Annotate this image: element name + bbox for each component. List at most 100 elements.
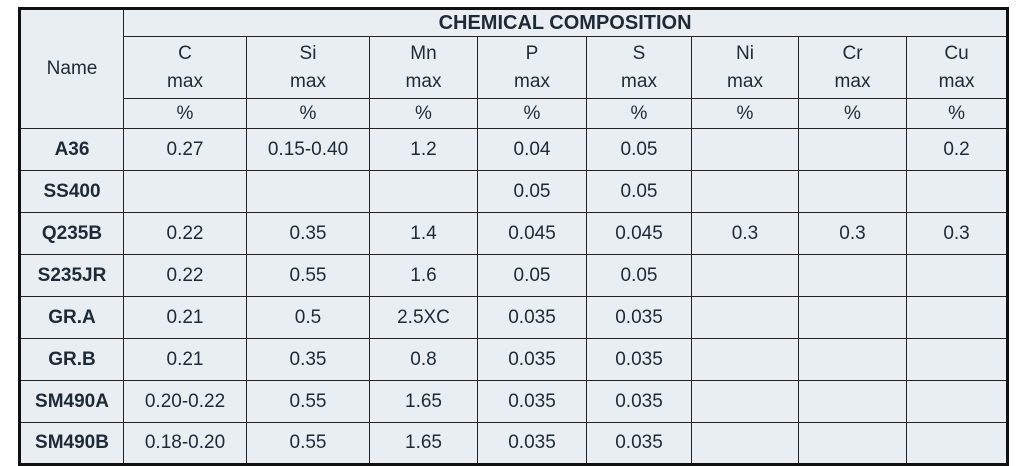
element: Ni bbox=[736, 42, 754, 64]
cell: 0.035 bbox=[477, 296, 587, 339]
unit: % bbox=[369, 98, 478, 129]
limit: max bbox=[834, 70, 871, 92]
cell: 1.4 bbox=[369, 212, 478, 255]
unit: % bbox=[586, 98, 692, 129]
limit: max bbox=[290, 70, 326, 92]
cell: 0.55 bbox=[246, 254, 370, 297]
limit: max bbox=[405, 70, 442, 92]
cell bbox=[123, 170, 247, 213]
cell: 2.5XC bbox=[369, 296, 478, 339]
cell: 1.65 bbox=[369, 422, 478, 465]
cell: 0.55 bbox=[246, 380, 370, 423]
limit: max bbox=[621, 70, 657, 92]
unit: % bbox=[477, 98, 587, 129]
data-row: SM490B 0.18-0.20 0.55 1.65 0.035 0.035 bbox=[19, 422, 1009, 465]
cell: 1.2 bbox=[369, 128, 478, 171]
grade-name: SM490A bbox=[19, 380, 124, 423]
cell: 0.35 bbox=[246, 338, 370, 381]
grade-name: S235JR bbox=[19, 254, 124, 297]
cell bbox=[798, 380, 907, 423]
cell bbox=[246, 170, 370, 213]
data-row: A36 0.27 0.15-0.40 1.2 0.04 0.05 0.2 bbox=[19, 128, 1009, 171]
element: P bbox=[525, 42, 539, 64]
cell: 1.6 bbox=[369, 254, 478, 297]
cell bbox=[798, 338, 907, 381]
cell: 0.04 bbox=[477, 128, 587, 171]
cell bbox=[905, 338, 1009, 381]
grade-name: Q235B bbox=[19, 212, 124, 255]
cell: 0.8 bbox=[369, 338, 478, 381]
unit-row: %%%%%%%% bbox=[20, 98, 1009, 129]
header-row: Name CHEMICAL COMPOSITION bbox=[19, 8, 1009, 129]
cell bbox=[905, 170, 1009, 213]
cell bbox=[905, 380, 1009, 423]
cell bbox=[691, 170, 799, 213]
element-header: Cu max bbox=[905, 36, 1009, 99]
cell: 0.035 bbox=[477, 380, 587, 423]
grade-name: GR.B bbox=[19, 338, 124, 381]
cell bbox=[369, 170, 478, 213]
grade-name: SM490B bbox=[19, 422, 124, 465]
element: Cu bbox=[944, 42, 969, 64]
element: S bbox=[632, 42, 646, 64]
cell bbox=[691, 254, 799, 297]
element: Cr bbox=[842, 42, 863, 64]
cell: 0.05 bbox=[477, 254, 587, 297]
cell: 0.05 bbox=[586, 254, 692, 297]
data-row: Q235B 0.22 0.35 1.4 0.045 0.045 0.3 0.3 0.3 bbox=[19, 212, 1009, 255]
cell: 0.035 bbox=[586, 296, 692, 339]
element: Mn bbox=[410, 42, 437, 64]
element: C bbox=[178, 42, 192, 64]
limit: max bbox=[514, 70, 550, 92]
cell bbox=[905, 422, 1009, 465]
element: Si bbox=[299, 42, 317, 64]
cell: 0.05 bbox=[586, 170, 692, 213]
cell: 0.045 bbox=[586, 212, 692, 255]
element-header: Mn max bbox=[369, 36, 478, 99]
cell: 0.15-0.40 bbox=[246, 128, 370, 171]
cell bbox=[691, 422, 799, 465]
cell: 0.05 bbox=[586, 128, 692, 171]
cell: 0.22 bbox=[123, 254, 247, 297]
grade-name: A36 bbox=[19, 128, 124, 171]
limit: max bbox=[167, 70, 203, 92]
cell: 0.3 bbox=[691, 212, 799, 255]
unit: % bbox=[123, 98, 247, 129]
cell bbox=[691, 338, 799, 381]
cell: 0.18-0.20 bbox=[123, 422, 247, 465]
cell: 0.045 bbox=[477, 212, 587, 255]
cell: 0.21 bbox=[123, 296, 247, 339]
cell: 0.3 bbox=[905, 212, 1009, 255]
element-header: Ni max bbox=[691, 36, 799, 99]
cell bbox=[691, 380, 799, 423]
cell: 0.035 bbox=[586, 338, 692, 381]
element-header: Cr max bbox=[798, 36, 907, 99]
unit: % bbox=[691, 98, 799, 129]
data-row: GR.A 0.21 0.5 2.5XC 0.035 0.035 bbox=[19, 296, 1009, 339]
unit: % bbox=[798, 98, 907, 129]
cell: 0.35 bbox=[246, 212, 370, 255]
table-title: CHEMICAL COMPOSITION bbox=[122, 8, 1009, 37]
data-row: GR.B 0.21 0.35 0.8 0.035 0.035 bbox=[19, 338, 1009, 381]
data-row: SM490A 0.20-0.22 0.55 1.65 0.035 0.035 bbox=[19, 380, 1009, 423]
cell bbox=[905, 254, 1009, 297]
cell: 0.2 bbox=[905, 128, 1009, 171]
cell bbox=[691, 296, 799, 339]
data-row: SS400 0.05 0.05 bbox=[19, 170, 1009, 213]
limit: max bbox=[727, 70, 763, 92]
data-row: S235JR 0.22 0.55 1.6 0.05 0.05 bbox=[19, 254, 1009, 297]
cell: 0.55 bbox=[246, 422, 370, 465]
cell: 0.05 bbox=[477, 170, 587, 213]
cell: 0.035 bbox=[477, 422, 587, 465]
name-header: Name bbox=[19, 8, 124, 129]
cell: 0.035 bbox=[586, 422, 692, 465]
cell: 0.035 bbox=[586, 380, 692, 423]
cell bbox=[798, 128, 907, 171]
unit: % bbox=[246, 98, 370, 129]
